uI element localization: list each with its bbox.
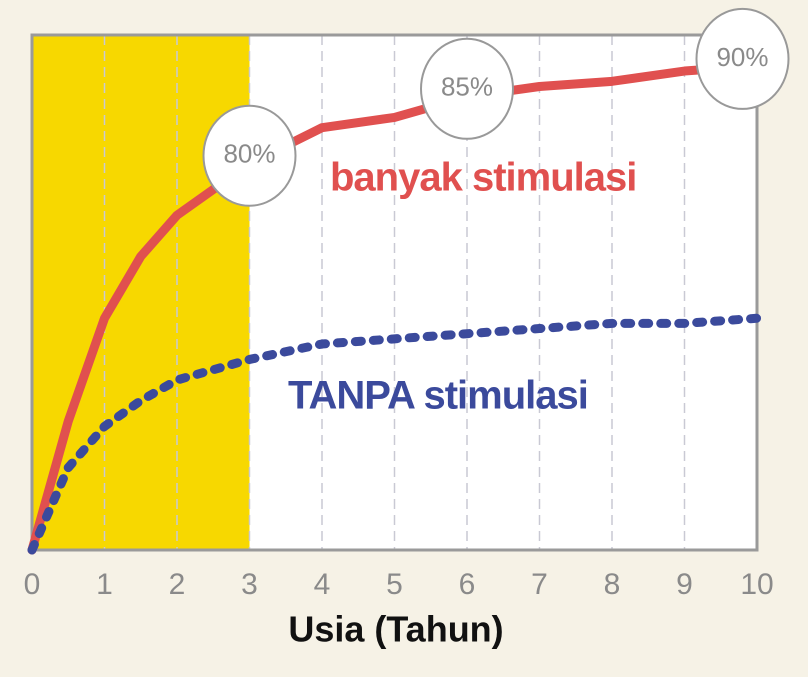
line-series xyxy=(27,313,762,555)
x-tick-label: 8 xyxy=(604,568,621,601)
annotation-bubble xyxy=(695,7,790,110)
plot-frame xyxy=(30,33,759,552)
x-tick-label: 1 xyxy=(96,568,113,601)
x-tick-label: 7 xyxy=(531,568,548,601)
annotation-bubble xyxy=(202,104,297,207)
x-tick-label: 3 xyxy=(241,568,258,601)
annotation-label: 80% xyxy=(223,139,275,169)
x-tick-label: 9 xyxy=(676,568,693,601)
x-tick-label: 4 xyxy=(314,568,331,601)
x-axis-label: Usia (Tahun) xyxy=(288,609,503,650)
series-label: banyak stimulasi xyxy=(330,156,636,200)
annotation-bubble xyxy=(420,37,514,140)
annotation-label: 85% xyxy=(441,72,493,102)
x-tick-label: 0 xyxy=(24,568,41,601)
highlight-band xyxy=(32,35,250,550)
x-tick-label: 10 xyxy=(740,568,773,601)
x-tick-label: 6 xyxy=(459,568,476,601)
series-label: TANPA stimulasi xyxy=(288,374,588,418)
x-tick-label: 2 xyxy=(169,568,186,601)
x-tick-label: 5 xyxy=(386,568,403,601)
annotation-label: 90% xyxy=(716,42,768,72)
